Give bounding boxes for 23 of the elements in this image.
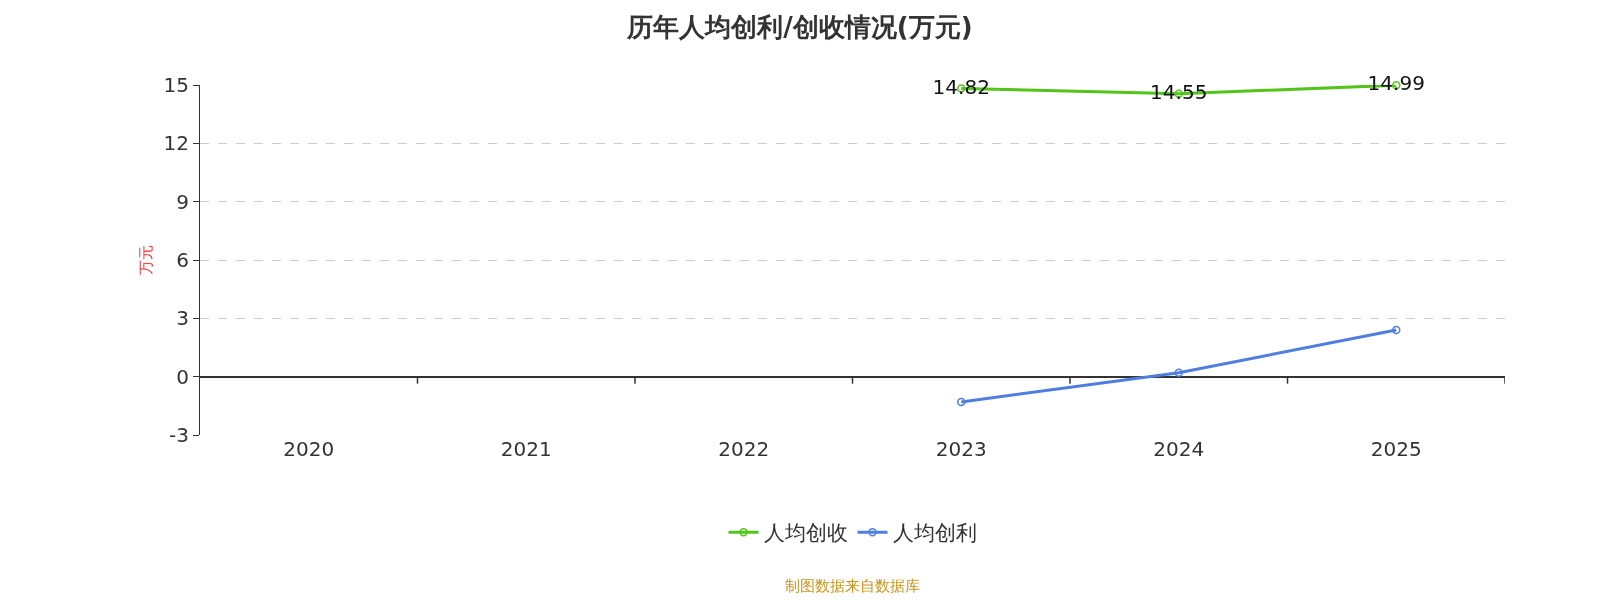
- legend-label: 人均创利: [892, 521, 977, 546]
- y-tick-label: -3: [169, 423, 189, 447]
- x-tick-label: 2021: [500, 437, 552, 461]
- x-tick-label: 2020: [283, 437, 335, 461]
- y-tick-label: 6: [176, 248, 189, 272]
- y-tick-label: 15: [163, 73, 189, 97]
- y-tick-label: 12: [163, 131, 189, 156]
- data-label: 14.99: [1367, 71, 1425, 96]
- chart-title: 历年人均创利/创收情况(万元): [626, 12, 973, 43]
- data-label: 14.82: [932, 74, 990, 99]
- y-tick-label: 0: [176, 364, 189, 389]
- point: [1392, 325, 1401, 335]
- x-tick-label: 2023: [935, 437, 987, 461]
- x-tick-label: 2022: [718, 437, 770, 461]
- x-tick-label: 2025: [1370, 437, 1422, 461]
- x-tick-label: 2024: [1153, 437, 1205, 461]
- text: 制图数据来自数据库: [785, 577, 920, 595]
- legend-label: 人均创收: [763, 521, 848, 546]
- y-tick-label: 3: [176, 306, 189, 331]
- y-tick-label: 9: [176, 189, 189, 214]
- y-axis-title: 万元: [136, 245, 155, 275]
- point: [957, 397, 966, 407]
- point: [1174, 368, 1183, 378]
